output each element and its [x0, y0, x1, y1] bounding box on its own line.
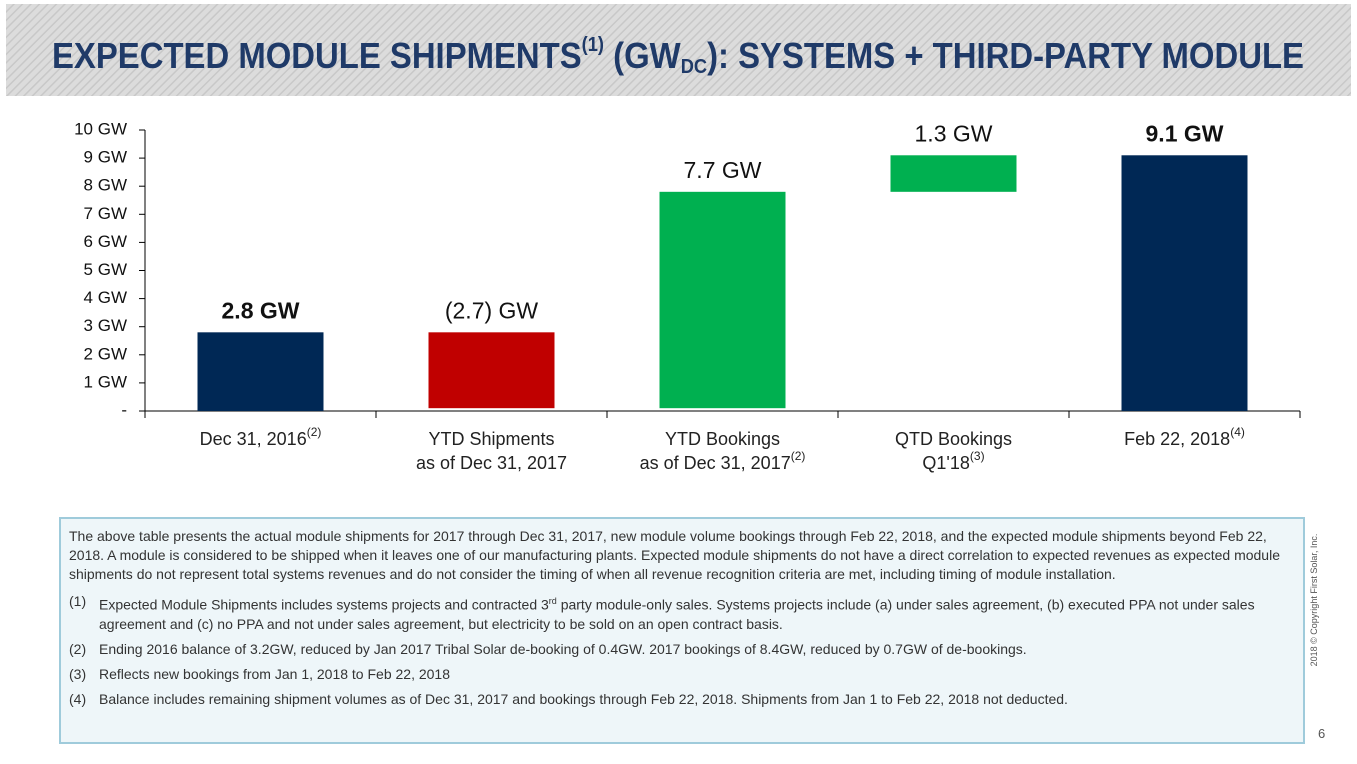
footnote: (3) Reflects new bookings from Jan 1, 201…: [69, 665, 1293, 684]
notes-paragraph: The above table presents the actual modu…: [69, 528, 1280, 582]
x-tick-label-note: (2): [307, 425, 322, 439]
x-tick-label: QTD Bookings: [895, 429, 1012, 449]
y-tick-label: 4 GW: [84, 288, 127, 307]
x-tick-label: Feb 22, 2018(4): [1124, 425, 1245, 449]
slide-title: EXPECTED MODULE SHIPMENTS(1) (GWDC): SYS…: [52, 34, 1304, 78]
footnote: (1) Expected Module Shipments includes sy…: [69, 592, 1293, 634]
value-label: 7.7 GW: [684, 157, 762, 183]
y-tick-label: 2 GW: [84, 344, 127, 363]
page-number: 6: [1318, 726, 1326, 741]
x-tick-label-note: (4): [1230, 425, 1245, 439]
x-tick-label: YTD Shipments: [428, 429, 554, 449]
x-tick-label-line: YTD Bookings: [665, 429, 780, 449]
value-label: 9.1 GW: [1146, 120, 1224, 146]
title-unit: (GW: [604, 35, 681, 76]
notes-box: The above table presents the actual modu…: [59, 517, 1305, 744]
x-tick-label-line: QTD Bookings: [895, 429, 1012, 449]
chart: EXPECTED MODULE SHIPMENTS(1) (GWDC): SYS…: [6, 4, 1351, 473]
x-tick-label-note: (2): [791, 449, 806, 463]
footnote-text: Reflects new bookings from Jan 1, 2018 t…: [99, 665, 450, 682]
footnote-text: Expected Module Shipments includes syste…: [99, 592, 1293, 634]
x-tick-label-line: as of Dec 31, 2017: [640, 453, 791, 473]
copyright: 2018 © Copyright First Solar, Inc.: [1309, 533, 1319, 667]
bar: [659, 191, 786, 409]
footnote-number: (3): [69, 665, 87, 682]
x-tick-label: YTD Bookings: [665, 429, 780, 449]
x-tick-label: Dec 31, 2016(2): [200, 425, 322, 449]
footnote-sup: rd: [548, 596, 557, 606]
x-tick-label-note: (3): [970, 449, 985, 463]
title-unit-sub: DC: [681, 56, 707, 78]
plot: - 1 GW 2 GW 3 GW 4 GW 5 GW 6 GW 7 GW 8 GW 9 GW 10 …: [74, 119, 1301, 473]
footnote-text-part: Expected Module Shipments includes syste…: [99, 596, 549, 613]
y-tick-label: 7 GW: [84, 204, 127, 223]
x-tick-label-line: Dec 31, 2016: [200, 429, 307, 449]
value-label: 2.8 GW: [222, 297, 300, 323]
y-tick-label: 6 GW: [84, 232, 127, 251]
footnote-number: (1): [69, 593, 87, 609]
bar: [1121, 155, 1248, 411]
x-tick-label-line: Feb 22, 2018: [1124, 429, 1230, 449]
footnote-number: (4): [69, 690, 87, 707]
bar: [428, 332, 555, 409]
y-tick-label: 8 GW: [84, 176, 127, 195]
footnote: (2) Ending 2016 balance of 3.2GW, reduced…: [69, 640, 1293, 659]
y-tick-label: 3 GW: [84, 316, 127, 335]
x-tick-label-line: as of Dec 31, 2017: [416, 453, 567, 473]
bar: [890, 155, 1017, 192]
value-label: (2.7) GW: [445, 297, 539, 323]
header-band: [6, 4, 1351, 96]
footnote-text: Balance includes remaining shipment volu…: [99, 690, 1068, 707]
y-tick-label: 10 GW: [74, 119, 127, 138]
footnote-text-part: party module-only sales. Systems project…: [99, 596, 1255, 632]
y-tick-label: -: [121, 400, 127, 419]
x-tick-label-line: YTD Shipments: [428, 429, 554, 449]
x-tick-label: as of Dec 31, 2017(2): [640, 449, 806, 473]
bar: [197, 332, 324, 411]
x-tick-label-line: Q1'18: [922, 453, 969, 473]
y-tick-label: 1 GW: [84, 372, 127, 391]
title-rest: ): SYSTEMS + THIRD-PARTY MODULE: [707, 35, 1304, 76]
footnote-text: Ending 2016 balance of 3.2GW, reduced by…: [99, 640, 1027, 657]
y-tick-label: 9 GW: [84, 148, 127, 167]
y-tick-label: 5 GW: [84, 260, 127, 279]
footnote-number: (2): [69, 640, 87, 657]
title-main: EXPECTED MODULE SHIPMENTS: [52, 35, 582, 76]
x-tick-label: Q1'18(3): [922, 449, 984, 473]
value-label: 1.3 GW: [915, 120, 993, 146]
title-note: (1): [582, 34, 604, 56]
footnote: (4) Balance includes remaining shipment v…: [69, 690, 1293, 709]
x-tick-label: as of Dec 31, 2017: [416, 453, 567, 473]
